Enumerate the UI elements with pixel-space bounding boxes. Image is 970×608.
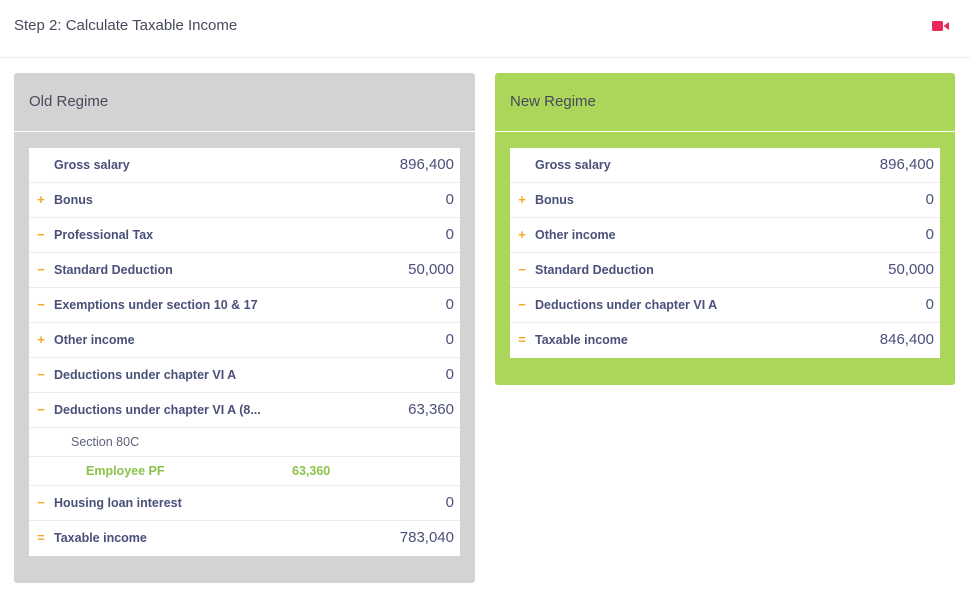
- row-label: Taxable income: [535, 333, 628, 347]
- section-item-row: Employee PF 63,360: [29, 457, 460, 486]
- row-value: 0: [925, 226, 934, 243]
- row-value: 896,400: [399, 156, 454, 173]
- row-value: 0: [445, 331, 454, 348]
- row-value: 783,040: [399, 529, 454, 546]
- row-label: Exemptions under section 10 & 17: [54, 298, 258, 312]
- old-regime-title: Old Regime: [29, 93, 109, 110]
- row-value: 0: [445, 296, 454, 313]
- table-row: + Other income 0: [510, 218, 940, 253]
- table-row: − Standard Deduction 50,000: [29, 253, 460, 288]
- row-label: Professional Tax: [54, 228, 154, 242]
- plus-sign: +: [518, 227, 526, 242]
- row-label: Gross salary: [54, 158, 130, 172]
- minus-sign: −: [518, 262, 526, 277]
- section-item-value: 63,360: [292, 464, 331, 478]
- row-label: Deductions under chapter VI A (8...: [54, 403, 261, 417]
- row-value: 0: [445, 366, 454, 383]
- minus-sign: −: [37, 495, 45, 510]
- section-item-label: Employee PF: [86, 464, 165, 478]
- row-value: 0: [445, 494, 454, 511]
- table-row: − Deductions under chapter VI A 0: [510, 288, 940, 323]
- table-row: − Standard Deduction 50,000: [510, 253, 940, 288]
- page-header: Step 2: Calculate Taxable Income: [0, 0, 970, 58]
- section-row: Section 80C: [29, 428, 460, 457]
- table-row: − Deductions under chapter VI A (8... 63…: [29, 393, 460, 428]
- new-regime-header: New Regime: [495, 73, 955, 132]
- new-regime-title: New Regime: [510, 93, 596, 110]
- row-value: 0: [925, 191, 934, 208]
- table-row: + Other income 0: [29, 323, 460, 358]
- row-label: Deductions under chapter VI A: [54, 368, 237, 382]
- minus-sign: −: [37, 402, 45, 417]
- row-value: 50,000: [888, 261, 934, 278]
- row-label: Other income: [535, 228, 616, 242]
- table-row: = Taxable income 846,400: [510, 323, 940, 358]
- section-label: Section 80C: [71, 435, 140, 449]
- row-label: Housing loan interest: [54, 496, 182, 510]
- row-value: 50,000: [408, 261, 454, 278]
- minus-sign: −: [37, 262, 45, 277]
- row-label: Gross salary: [535, 158, 611, 172]
- row-label: Bonus: [54, 193, 93, 207]
- table-row: + Bonus 0: [510, 183, 940, 218]
- row-value: 896,400: [879, 156, 934, 173]
- table-row: Gross salary 896,400: [29, 148, 460, 183]
- row-label: Other income: [54, 333, 135, 347]
- equals-sign: =: [37, 530, 45, 545]
- table-row: − Housing loan interest 0: [29, 486, 460, 521]
- page-title: Step 2: Calculate Taxable Income: [14, 17, 238, 34]
- minus-sign: −: [518, 297, 526, 312]
- minus-sign: −: [37, 367, 45, 382]
- video-camera-icon[interactable]: [932, 20, 949, 32]
- table-row: − Professional Tax 0: [29, 218, 460, 253]
- old-regime-table: Gross salary 896,400 + Bonus 0 − Profess…: [29, 148, 460, 556]
- table-row: = Taxable income 783,040: [29, 521, 460, 556]
- row-value: 0: [445, 191, 454, 208]
- table-row: + Bonus 0: [29, 183, 460, 218]
- equals-sign: =: [518, 332, 526, 347]
- row-value: 0: [445, 226, 454, 243]
- minus-sign: −: [37, 227, 45, 242]
- plus-sign: +: [37, 192, 45, 207]
- new-regime-table: Gross salary 896,400 + Bonus 0 + Other i…: [510, 148, 940, 358]
- plus-sign: +: [37, 332, 45, 347]
- minus-sign: −: [37, 297, 45, 312]
- row-label: Deductions under chapter VI A: [535, 298, 718, 312]
- row-value: 846,400: [879, 331, 934, 348]
- row-value: 63,360: [408, 401, 454, 418]
- table-row: Gross salary 896,400: [510, 148, 940, 183]
- row-label: Taxable income: [54, 531, 147, 545]
- row-label: Standard Deduction: [54, 263, 173, 277]
- plus-sign: +: [518, 192, 526, 207]
- old-regime-card: Old Regime Gross salary 896,400 + Bonus …: [14, 73, 475, 583]
- row-label: Bonus: [535, 193, 574, 207]
- row-label: Standard Deduction: [535, 263, 654, 277]
- table-row: − Exemptions under section 10 & 17 0: [29, 288, 460, 323]
- old-regime-header: Old Regime: [14, 73, 475, 132]
- new-regime-card: New Regime Gross salary 896,400 + Bonus …: [495, 73, 955, 385]
- row-value: 0: [925, 296, 934, 313]
- table-row: − Deductions under chapter VI A 0: [29, 358, 460, 393]
